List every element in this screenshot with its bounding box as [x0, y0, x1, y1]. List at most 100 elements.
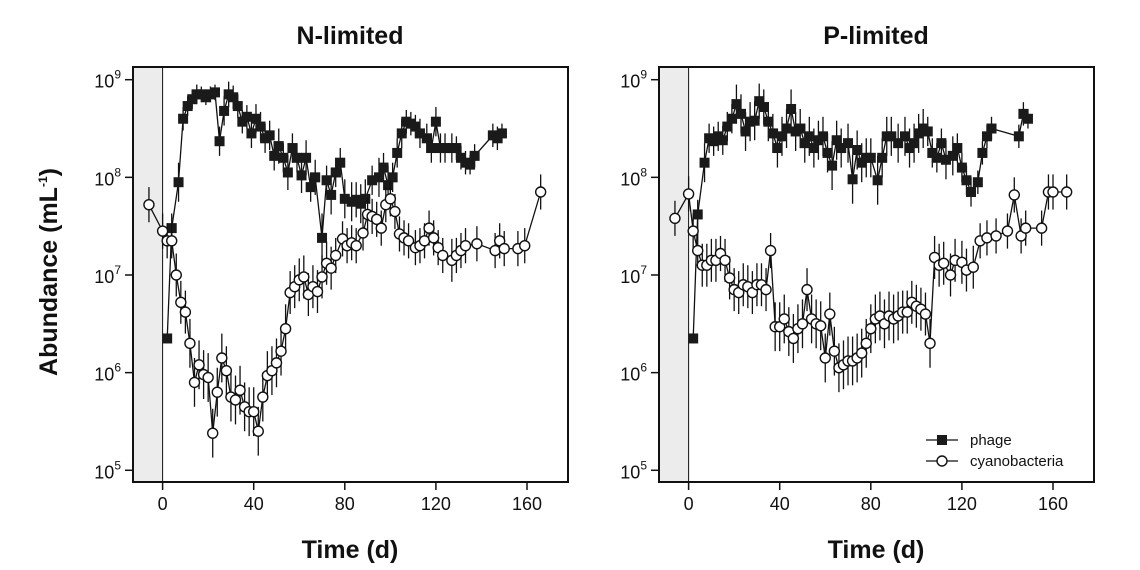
cyano-point [170, 269, 182, 281]
phage-point [956, 162, 967, 173]
phage-point [282, 167, 293, 178]
phage-point [893, 138, 904, 149]
legend-marker-cyano [936, 455, 948, 467]
cyano-point [937, 257, 950, 269]
phage-point [972, 177, 983, 188]
cyano-point [819, 352, 831, 364]
cyano-point [234, 384, 246, 396]
phage-point [758, 102, 769, 113]
cyano-point [692, 244, 704, 257]
cyano-point [311, 285, 324, 298]
cyano-point [437, 249, 449, 262]
phage-point [339, 193, 350, 204]
phage-point [241, 111, 252, 122]
phage-point [735, 108, 746, 119]
cyano-point [760, 283, 772, 296]
phage-point [392, 147, 403, 158]
phage-point [273, 141, 284, 152]
y-tick-label: 109 [620, 68, 647, 92]
acclimation-shading [133, 67, 163, 482]
phage-point [726, 113, 737, 124]
cyano-point [220, 364, 233, 377]
phage-point [310, 172, 321, 183]
plot-frame [132, 66, 569, 483]
cyano-point [796, 318, 809, 330]
cyano-point [257, 391, 269, 403]
phage-point [763, 116, 774, 127]
x-axis-ticks: 0 40 80 120 160 [158, 482, 542, 514]
phage-point [852, 145, 863, 155]
phage-point [804, 131, 815, 142]
cyano-point [901, 306, 913, 318]
phage-point [940, 154, 951, 165]
y-tick-label: 108 [94, 165, 121, 189]
phage-point [440, 143, 451, 154]
x-tick-label: 160 [512, 494, 542, 514]
phage-point [426, 143, 437, 154]
x-tick-label: 0 [158, 494, 168, 514]
phage-point [822, 147, 833, 158]
cyano-point [519, 239, 531, 252]
cyano-point [489, 244, 501, 257]
phage-point [877, 152, 888, 163]
phage-point [383, 180, 394, 191]
phage-point [430, 116, 441, 127]
cyano-point [166, 235, 178, 247]
phage-point [367, 175, 378, 186]
cyano-point [211, 386, 223, 398]
cyano-point [719, 254, 731, 267]
phage-point [865, 152, 876, 163]
cyano-point [389, 205, 401, 218]
cyano-point [427, 232, 440, 244]
phage-point [776, 131, 787, 142]
phage-point [296, 170, 307, 181]
phage-point [799, 138, 810, 149]
cyano-point [279, 322, 292, 335]
phage-point [410, 121, 421, 132]
legend-marker-phage [937, 435, 947, 445]
cyano-point [1047, 186, 1059, 198]
phage-point [749, 115, 760, 126]
cyano-point [357, 227, 369, 239]
phage-point [843, 138, 854, 149]
cyano-point [682, 188, 695, 200]
phage-point [722, 121, 733, 132]
cyano-point [534, 186, 547, 198]
cyano-point [824, 308, 836, 320]
cyano-point [778, 313, 790, 325]
phage-point [301, 152, 312, 163]
cyano-point [184, 337, 196, 350]
cyano-point [402, 235, 415, 247]
y-tick-label: 105 [620, 458, 647, 482]
cyano-point [919, 308, 932, 320]
y-tick-label: 107 [620, 263, 647, 287]
cyano-point [248, 405, 260, 418]
phage-point [317, 232, 328, 243]
phage-point [496, 128, 507, 139]
phage-point [836, 143, 847, 154]
phage-point [162, 333, 173, 344]
phage-point [740, 126, 751, 137]
phage-point [936, 138, 947, 149]
phage-point [182, 101, 193, 112]
y-tick-label: 108 [620, 165, 647, 189]
phage-point [767, 128, 778, 139]
cyano-point [207, 427, 219, 439]
phage-point [922, 126, 933, 137]
phage-point [209, 87, 220, 98]
phage-point [326, 189, 337, 200]
phage-series-line [166, 91, 503, 339]
cyano-point [967, 261, 979, 273]
panel-p-limited: P-limited 105 106 107 108 109 0 40 80 120 160 Ti… [620, 22, 1095, 564]
plot-marks [143, 81, 547, 458]
cyano-point [764, 244, 777, 257]
cyano-point [787, 332, 800, 345]
cyano-point [459, 239, 472, 252]
cyano-point [855, 347, 868, 359]
cyano-point [723, 272, 736, 284]
x-tick-label: 0 [684, 494, 694, 514]
legend-label-phage: phage [970, 432, 1012, 449]
phage-point [330, 167, 341, 178]
phage-point [781, 123, 792, 134]
